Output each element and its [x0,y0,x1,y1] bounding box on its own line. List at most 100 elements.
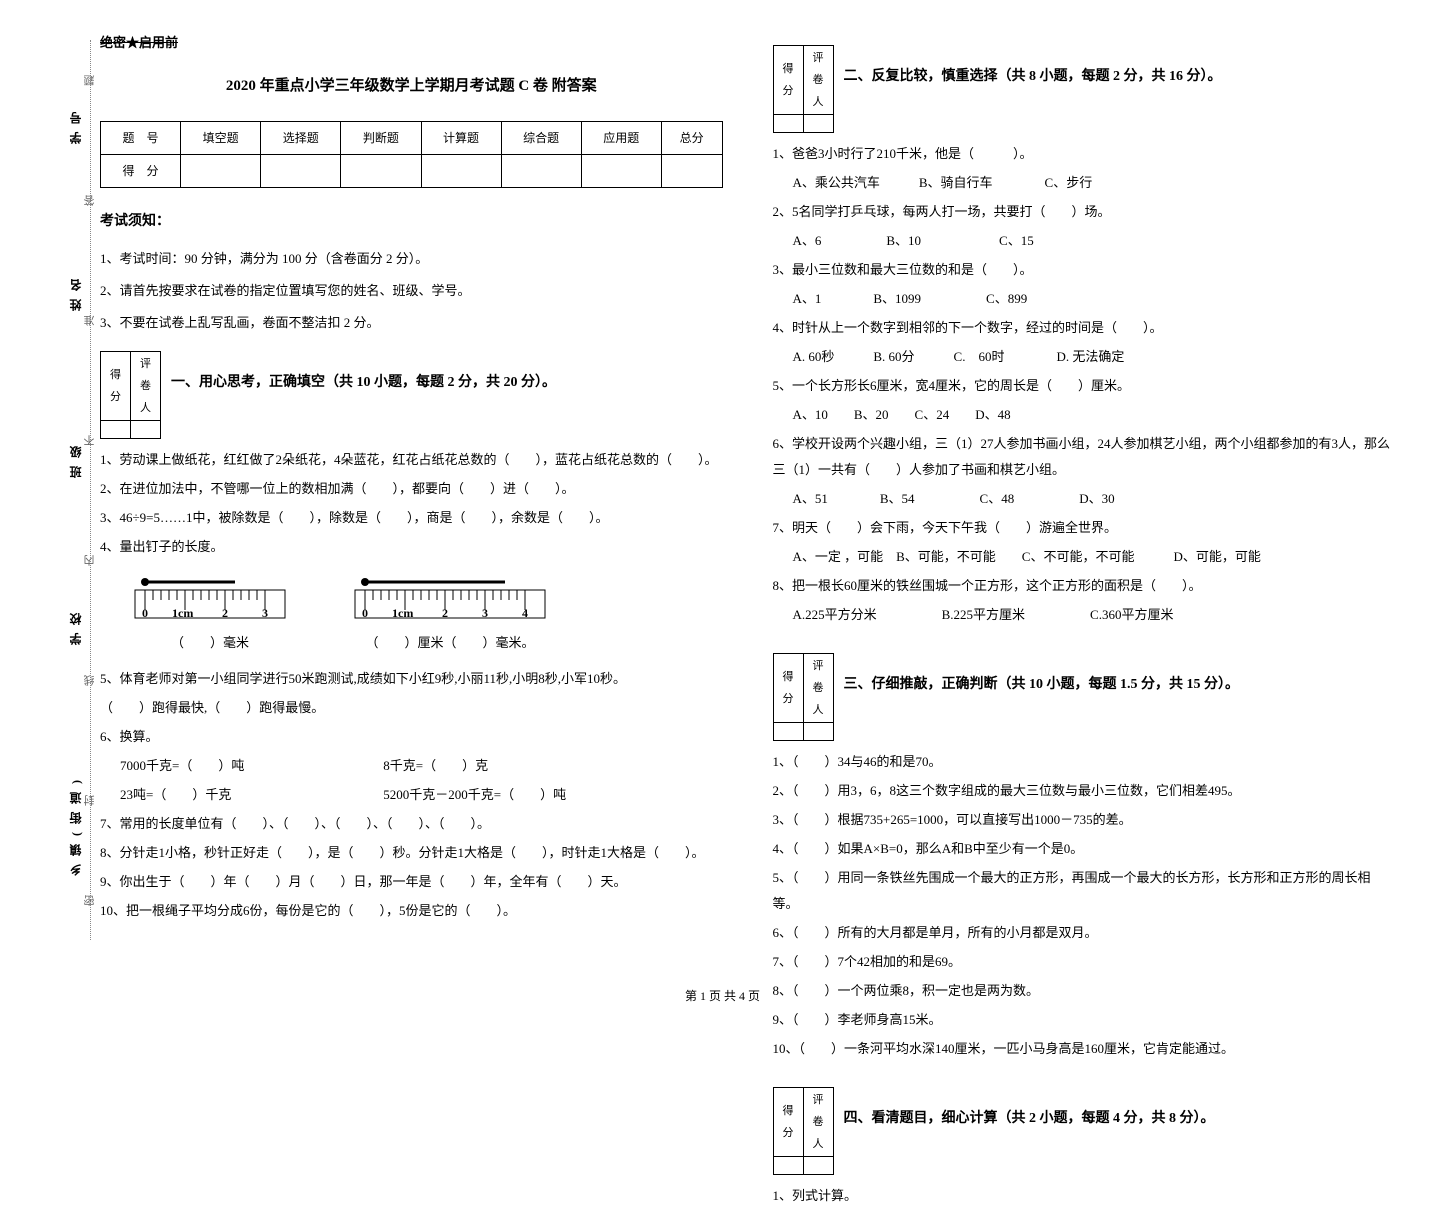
ruler-2-caption: （ ）厘米（ ）毫米。 [350,630,550,656]
section-2-head: 得分评卷人 二、反复比较，慎重选择（共 8 小题，每题 2 分，共 16 分）。 [773,45,1396,133]
side-hint-3: 准 [82,300,98,326]
q2-7-opts: A、一定 ，可能 B、可能，不可能 C、不可能，不可能 D、可能，可能 [773,544,1396,570]
right-column: 得分评卷人 二、反复比较，慎重选择（共 8 小题，每题 2 分，共 16 分）。… [773,30,1396,940]
svg-text:2: 2 [442,606,448,620]
q2-6-opts: A、51 B、54 C、48 D、30 [773,486,1396,512]
q1-8: 8、分针走1小格，秒针正好走（ ），是（ ）秒。分针走1大格是（ ），时针走1大… [100,840,723,866]
score-box: 得分评卷人 [100,351,161,439]
q1-9: 9、你出生于（ ）年（ ）月（ ）日，那一年是（ ）年，全年有（ ）天。 [100,869,723,895]
ruler-1: 0 1cm 2 3 （ ）毫米 [130,570,290,656]
score-box: 得分评卷人 [773,653,834,741]
section-4-title: 四、看清题目，细心计算（共 2 小题，每题 4 分，共 8 分）。 [844,1087,1215,1133]
notice-item: 3、不要在试卷上乱写乱画，卷面不整洁扣 2 分。 [100,310,723,336]
q2-1-opts: A、乘公共汽车 B、骑自行车 C、步行 [773,170,1396,196]
th-calc: 计算题 [421,122,501,155]
svg-text:3: 3 [262,606,268,620]
page-content: 绝密★启用前 2020 年重点小学三年级数学上学期月考试题 C 卷 附答案 题 … [0,0,1445,960]
q1-10: 10、把一根绳子平均分成6份，每份是它的（ ），5份是它的（ ）。 [100,898,723,924]
q1-2: 2、在进位加法中，不管哪一位上的数相加满（ ），都要向（ ）进（ ）。 [100,476,723,502]
score-box: 得分评卷人 [773,45,834,133]
side-label-xuexiao: 学校 [67,605,84,645]
q3-4: 4、（ ）如果A×B=0，那么A和B中至少有一个是0。 [773,836,1396,862]
q1-5: 5、体育老师对第一小组同学进行50米跑测试,成绩如下小红9秒,小丽11秒,小明8… [100,666,723,692]
th-choice: 选择题 [261,122,341,155]
q1-3: 3、46÷9=5……1中，被除数是（ ），除数是（ ），商是（ ），余数是（ ）… [100,505,723,531]
svg-text:1cm: 1cm [392,606,413,620]
table-row: 题 号 填空题 选择题 判断题 计算题 综合题 应用题 总分 [101,122,723,155]
notice-item: 2、请首先按要求在试卷的指定位置填写您的姓名、班级、学号。 [100,278,723,304]
ruler-svg-2: 0 1cm 2 3 4 [350,570,550,620]
th-num: 题 号 [101,122,181,155]
side-hint-7: 封 [82,780,98,806]
ruler-2: 0 1cm 2 3 4 （ ）厘米（ ）毫米。 [350,570,550,656]
q1-6: 6、换算。 [100,724,723,750]
section-3-title: 三、仔细推敲，正确判断（共 10 小题，每题 1.5 分，共 15 分）。 [844,653,1240,699]
q2-4-opts: A. 60秒 B. 60分 C. 60时 D. 无法确定 [773,344,1396,370]
th-total: 总分 [661,122,722,155]
th-comp: 综合题 [501,122,581,155]
q2-2: 2、5名同学打乒乓球，每两人打一场，共要打（ ）场。 [773,199,1396,225]
q3-7: 7、（ ）7个42相加的和是69。 [773,949,1396,975]
side-hint-4: 不 [82,420,98,446]
ruler-figures: 0 1cm 2 3 （ ）毫米 [130,570,723,656]
q2-3-opts: A、1 B、1099 C、899 [773,286,1396,312]
q2-8-opts: A.225平方分米 B.225平方厘米 C.360平方厘米 [773,602,1396,628]
notice-heading: 考试须知： [100,208,723,236]
th-judge: 判断题 [341,122,421,155]
q2-4: 4、时针从上一个数字到相邻的下一个数字，经过的时间是（ ）。 [773,315,1396,341]
table-row: 得 分 [101,155,723,188]
ruler-svg-1: 0 1cm 2 3 [130,570,290,620]
q2-6: 6、学校开设两个兴趣小组，三（1）27人参加书画小组，24人参加棋艺小组，两个小… [773,431,1396,483]
section-4-head: 得分评卷人 四、看清题目，细心计算（共 2 小题，每题 4 分，共 8 分）。 [773,1087,1396,1175]
side-hint-6: 线 [82,660,98,686]
section-1-head: 得分评卷人 一、用心思考，正确填空（共 10 小题，每题 2 分，共 20 分）… [100,351,723,439]
q2-1: 1、爸爸3小时行了210千米，他是（ ）。 [773,141,1396,167]
ruler-1-caption: （ ）毫米 [130,630,290,656]
q1-6-row: 23吨=（ ）千克 5200千克－200千克=（ ）吨 [100,782,723,808]
svg-text:1cm: 1cm [172,606,193,620]
q2-2-opts: A、6 B、10 C、15 [773,228,1396,254]
q3-10: 10、（ ）一条河平均水深140厘米，一匹小马身高是160厘米，它肯定能通过。 [773,1036,1396,1062]
th-app: 应用题 [581,122,661,155]
confidential-label: 绝密★启用前 [100,30,723,56]
svg-text:0: 0 [362,606,368,620]
side-label-xiangzhen: 乡镇(街道) [67,772,84,876]
section-2-title: 二、反复比较，慎重选择（共 8 小题，每题 2 分，共 16 分）。 [844,45,1222,91]
q3-3: 3、（ ）根据735+265=1000，可以直接写出1000－735的差。 [773,807,1396,833]
th-fill: 填空题 [181,122,261,155]
section-1-title: 一、用心思考，正确填空（共 10 小题，每题 2 分，共 20 分）。 [171,351,556,397]
notice-item: 1、考试时间：90 分钟，满分为 100 分（含卷面分 2 分）。 [100,246,723,272]
q2-5-opts: A、10 B、20 C、24 D、48 [773,402,1396,428]
page-footer: 第 1 页 共 4 页 [0,987,1445,1004]
q3-9: 9、（ ）李老师身高15米。 [773,1007,1396,1033]
score-summary-table: 题 号 填空题 选择题 判断题 计算题 综合题 应用题 总分 得 分 [100,121,723,188]
side-label-xingming: 姓名 [67,271,84,311]
side-hint-2: 答 [82,180,98,206]
side-hint-1: 题 [82,60,98,86]
svg-text:3: 3 [482,606,488,620]
td-label: 得 分 [101,155,181,188]
side-label-banji: 班级 [67,438,84,478]
q1-7: 7、常用的长度单位有（ ）、（ ）、（ ）、（ ）、（ ）。 [100,811,723,837]
q3-6: 6、（ ）所有的大月都是单月，所有的小月都是双月。 [773,920,1396,946]
score-box: 得分评卷人 [773,1087,834,1175]
svg-text:0: 0 [142,606,148,620]
exam-title: 2020 年重点小学三年级数学上学期月考试题 C 卷 附答案 [100,71,723,101]
q1-4: 4、量出钉子的长度。 [100,534,723,560]
q4-1: 1、列式计算。 [773,1183,1396,1209]
svg-text:4: 4 [522,606,528,620]
svg-text:2: 2 [222,606,228,620]
side-hint-5: 内 [82,540,98,566]
q2-8: 8、把一根长60厘米的铁丝围城一个正方形，这个正方形的面积是（ ）。 [773,573,1396,599]
q2-3: 3、最小三位数和最大三位数的和是（ ）。 [773,257,1396,283]
q2-5: 5、一个长方形长6厘米，宽4厘米，它的周长是（ ）厘米。 [773,373,1396,399]
q3-1: 1、（ ）34与46的和是70。 [773,749,1396,775]
q3-2: 2、（ ）用3，6，8这三个数字组成的最大三位数与最小三位数，它们相差495。 [773,778,1396,804]
side-hint-8: 密 [82,880,98,906]
q1-6-row: 7000千克=（ ）吨 8千克=（ ）克 [100,753,723,779]
q3-5: 5、（ ）用同一条铁丝先围成一个最大的正方形，再围成一个最大的长方形，长方形和正… [773,865,1396,917]
left-column: 绝密★启用前 2020 年重点小学三年级数学上学期月考试题 C 卷 附答案 题 … [100,30,723,940]
q1-1: 1、劳动课上做纸花，红红做了2朵纸花，4朵蓝花，红花占纸花总数的（ ），蓝花占纸… [100,447,723,473]
section-3-head: 得分评卷人 三、仔细推敲，正确判断（共 10 小题，每题 1.5 分，共 15 … [773,653,1396,741]
q1-5b: （ ）跑得最快,（ ）跑得最慢。 [100,695,723,721]
